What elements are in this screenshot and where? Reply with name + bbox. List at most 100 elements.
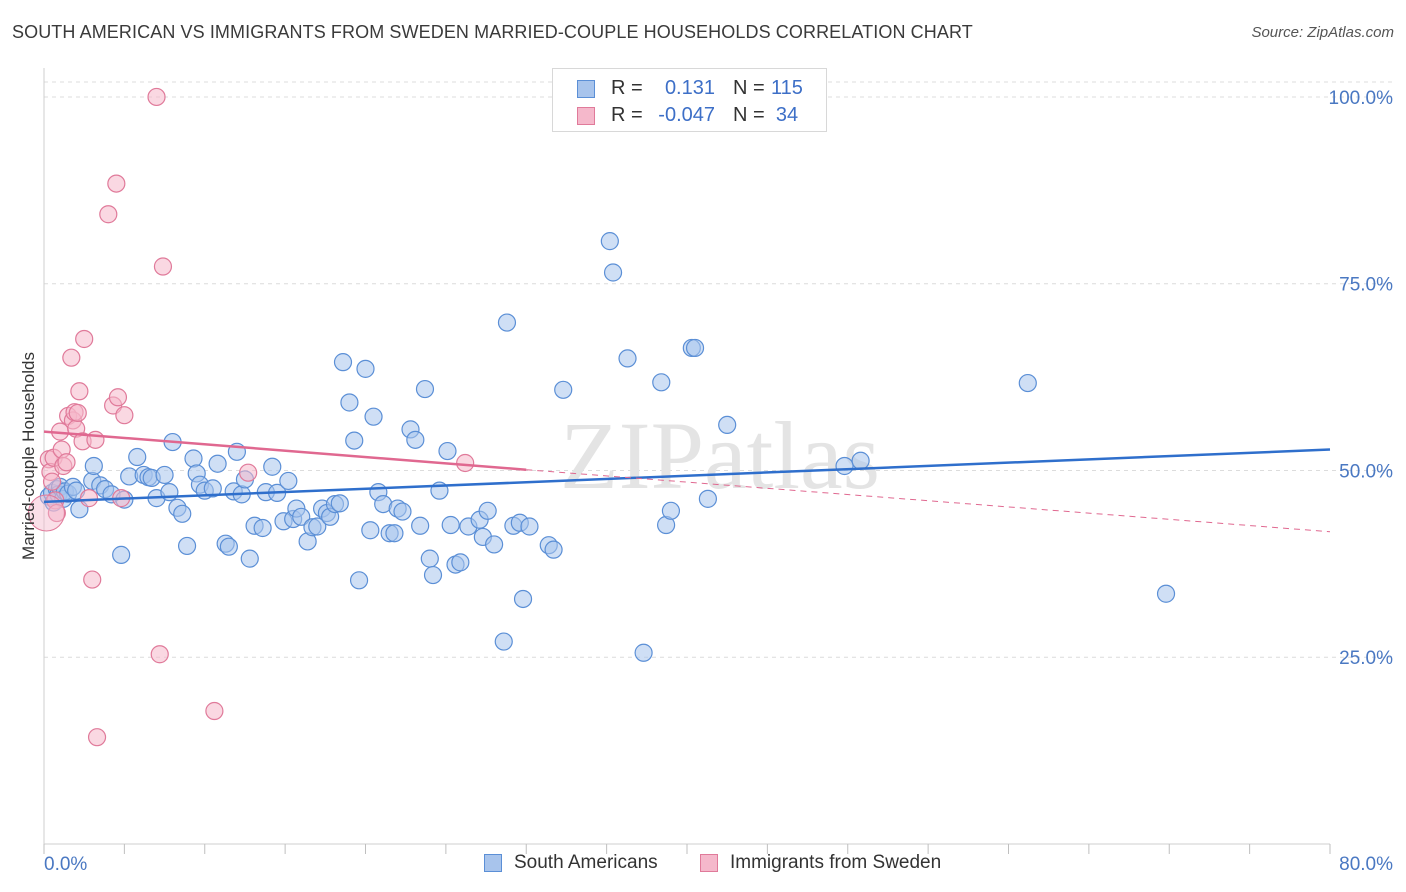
data-point <box>108 388 128 407</box>
n-value: 34 <box>775 104 799 126</box>
data-point <box>1018 373 1037 393</box>
data-point <box>520 517 539 536</box>
data-point <box>263 457 282 476</box>
data-point <box>173 504 192 523</box>
data-point <box>494 632 513 651</box>
n-label: N = <box>733 77 765 99</box>
stats-legend: R = 0.131 N = 115 R = -0.047 N = 34 <box>552 68 827 132</box>
series-south-americans <box>39 232 1176 662</box>
data-point <box>544 540 563 559</box>
data-point <box>698 489 717 508</box>
data-point <box>420 549 439 568</box>
chart-title: SOUTH AMERICAN VS IMMIGRANTS FROM SWEDEN… <box>12 22 973 42</box>
data-point <box>634 643 653 662</box>
data-point <box>47 503 66 523</box>
data-point <box>70 382 89 401</box>
data-point <box>554 380 573 399</box>
chart-source: Source: ZipAtlas.com <box>1251 24 1394 41</box>
data-point <box>205 701 224 721</box>
data-point <box>415 379 435 399</box>
data-point <box>87 728 107 747</box>
data-point <box>385 524 404 543</box>
data-point <box>851 451 870 470</box>
data-point <box>364 407 383 426</box>
data-point <box>42 472 62 491</box>
data-point <box>345 431 364 450</box>
data-point <box>652 373 671 392</box>
y-axis-tick-labels: 25.0% 50.0% 75.0% 100.0% <box>1329 88 1394 669</box>
data-point <box>79 489 99 508</box>
r-value: 0.131 <box>664 77 715 99</box>
data-point <box>75 329 94 349</box>
data-point <box>239 463 258 482</box>
trend-line-south-americans <box>43 448 1331 504</box>
data-point <box>153 257 173 276</box>
data-point <box>333 353 353 372</box>
data-point <box>330 494 349 513</box>
data-point <box>147 87 166 107</box>
data-point <box>618 349 637 368</box>
data-point <box>603 263 623 282</box>
data-point <box>84 456 103 476</box>
data-point <box>219 537 238 556</box>
data-point <box>349 571 369 590</box>
data-point <box>203 479 222 498</box>
data-point <box>184 449 203 468</box>
data-point <box>600 232 619 251</box>
y-axis-label: Married-couple Households <box>19 352 38 560</box>
n-value: 115 <box>771 77 803 99</box>
data-point <box>451 553 470 572</box>
pink-swatch <box>700 854 718 872</box>
data-point <box>155 465 174 485</box>
y-tick-label: 25.0% <box>1339 648 1393 669</box>
data-point <box>356 359 375 378</box>
watermark: ZIPatlas <box>560 402 880 509</box>
y-tick-label: 75.0% <box>1339 275 1393 296</box>
y-tick-label: 50.0% <box>1339 461 1393 482</box>
data-point <box>57 453 76 472</box>
data-point <box>68 403 87 423</box>
r-label: R = <box>611 104 643 126</box>
data-point <box>112 545 131 564</box>
data-point <box>253 518 272 538</box>
data-point <box>835 456 854 476</box>
data-point <box>393 502 412 521</box>
data-point <box>718 415 737 434</box>
data-point <box>406 430 425 449</box>
data-point <box>438 441 457 461</box>
data-point <box>150 645 169 664</box>
data-point <box>240 549 259 568</box>
data-point <box>441 515 460 535</box>
data-point <box>361 521 380 540</box>
data-point <box>478 501 497 520</box>
blue-swatch <box>484 854 502 872</box>
n-label: N = <box>733 104 765 126</box>
blue-swatch <box>577 80 595 98</box>
legend-row-pink: R = -0.047 N = 34 <box>553 102 826 128</box>
y-tick-label: 100.0% <box>1329 88 1394 109</box>
data-point <box>485 535 504 554</box>
data-point <box>456 453 475 473</box>
legend-label: South Americans <box>514 852 658 873</box>
data-point <box>497 313 517 332</box>
data-point <box>208 454 227 473</box>
data-point <box>513 589 533 609</box>
data-point <box>685 338 705 358</box>
x-tick-min: 0.0% <box>44 854 87 875</box>
data-point <box>99 205 118 224</box>
data-point <box>661 501 681 520</box>
data-point <box>340 393 359 412</box>
data-point <box>1156 584 1176 603</box>
data-point <box>177 536 197 556</box>
data-point <box>86 430 105 449</box>
data-point <box>62 348 81 367</box>
r-label: R = <box>611 77 643 99</box>
data-point <box>411 516 430 535</box>
trend-line-extension <box>526 469 1331 533</box>
r-value: -0.047 <box>658 104 715 126</box>
trend-lines <box>43 430 1331 533</box>
data-point <box>83 570 102 589</box>
data-point <box>423 565 443 585</box>
data-point <box>279 471 298 491</box>
